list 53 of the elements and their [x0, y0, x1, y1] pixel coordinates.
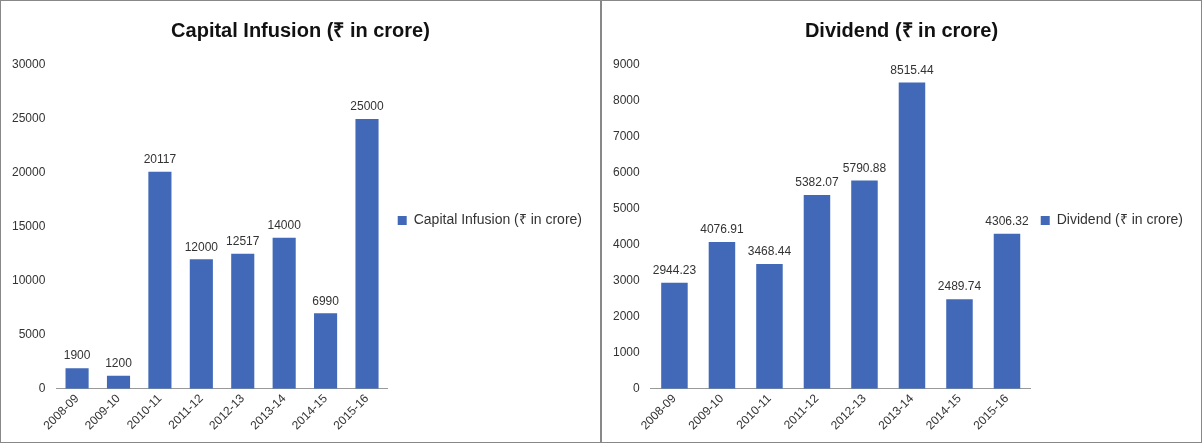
data-label: 5382.07 [795, 175, 839, 190]
y-tick-label: 15000 [11, 219, 46, 234]
data-label: 4076.91 [700, 222, 744, 237]
y-tick-label: 3000 [612, 273, 641, 288]
bar [355, 118, 379, 389]
y-tick-label: 0 [633, 380, 641, 395]
y-tick-label: 9000 [612, 57, 641, 72]
y-tick-label: 1000 [612, 345, 641, 360]
bar [898, 82, 926, 389]
legend-label: Dividend (₹ in crore) [1056, 211, 1183, 228]
y-tick-label: 7000 [612, 129, 641, 144]
data-label: 5790.88 [842, 160, 887, 175]
data-label: 4306.32 [985, 214, 1029, 229]
data-label: 25000 [350, 99, 385, 114]
data-label: 20117 [143, 151, 177, 166]
bar [148, 171, 172, 389]
y-tick-label: 4000 [612, 237, 641, 252]
bar [946, 299, 973, 389]
y-tick-label: 30000 [11, 57, 46, 72]
bar [661, 282, 688, 389]
bar [106, 375, 131, 389]
y-tick-label: 2000 [612, 309, 641, 324]
bar [189, 259, 213, 389]
data-label: 8515.44 [890, 62, 934, 77]
data-label: 12517 [226, 233, 260, 248]
bar [65, 368, 89, 389]
data-label: 2489.74 [937, 279, 982, 294]
legend-label: Capital Infusion (₹ in crore) [413, 211, 583, 228]
data-label: 6990 [312, 293, 340, 308]
bar [803, 195, 831, 389]
bar [756, 263, 783, 389]
bar [851, 180, 878, 389]
bar [708, 242, 736, 389]
data-label: 2944.23 [652, 263, 697, 278]
y-tick-label: 25000 [11, 111, 46, 126]
y-tick-label: 6000 [612, 165, 641, 180]
bar [272, 237, 296, 389]
y-tick-label: 10000 [11, 273, 46, 288]
chart-title: Capital Infusion (₹ in crore) [171, 18, 430, 41]
bar [314, 313, 338, 389]
bar [231, 253, 255, 389]
y-tick-label: 5000 [18, 327, 46, 342]
y-tick-label: 8000 [612, 93, 641, 108]
data-label: 1900 [63, 348, 91, 363]
y-tick-label: 5000 [612, 201, 641, 216]
data-label: 14000 [267, 217, 302, 232]
data-label: 12000 [184, 239, 219, 254]
data-label: 3468.44 [747, 244, 792, 259]
data-label: 1200 [105, 356, 133, 371]
chart-title: Dividend (₹ in crore) [804, 18, 999, 41]
y-tick-label: 20000 [11, 165, 46, 180]
bar [993, 233, 1021, 389]
y-tick-label: 0 [38, 380, 46, 395]
